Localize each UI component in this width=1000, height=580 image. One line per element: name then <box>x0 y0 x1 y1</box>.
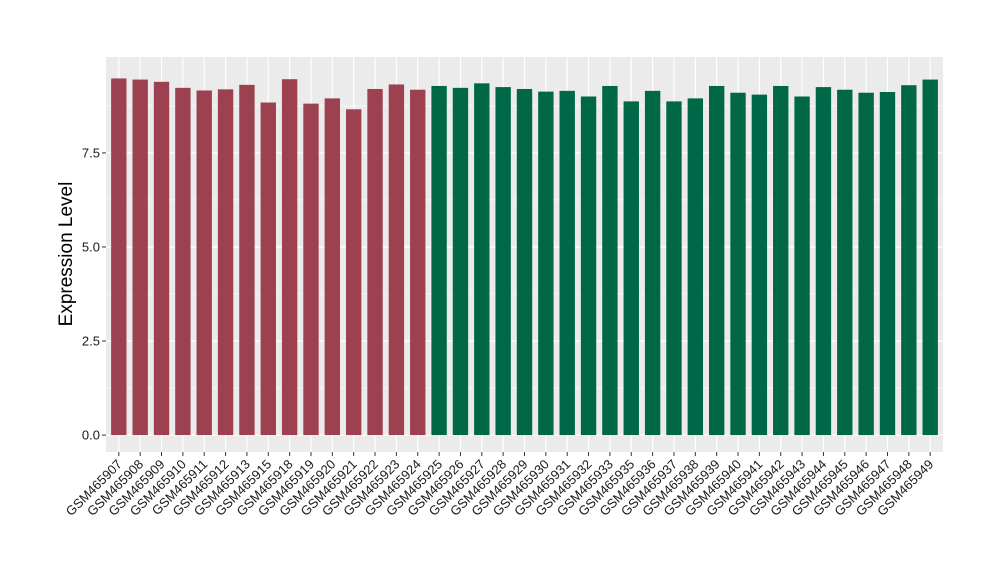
bar-GSM465938 <box>687 98 704 436</box>
bar-GSM465913 <box>239 84 255 436</box>
bar-GSM465946 <box>858 92 874 436</box>
bar-GSM465908 <box>132 79 148 436</box>
bar-GSM465920 <box>324 98 341 436</box>
bar-GSM465909 <box>153 81 170 436</box>
bar-GSM465927 <box>474 83 490 436</box>
bar-GSM465937 <box>666 101 682 436</box>
y-tick-label: 5.0 <box>82 239 100 254</box>
bar-GSM465944 <box>815 87 832 436</box>
bar-GSM465915 <box>260 102 276 436</box>
bar-GSM465910 <box>175 87 191 436</box>
y-tick-label: 2.5 <box>82 334 100 349</box>
bar-GSM465935 <box>623 101 639 436</box>
bar-GSM465932 <box>580 96 597 436</box>
bar-GSM465921 <box>345 109 362 436</box>
bar-GSM465936 <box>644 90 661 436</box>
bar-GSM465907 <box>111 78 127 436</box>
y-axis-ticks <box>102 152 106 436</box>
bar-GSM465919 <box>303 103 319 436</box>
bar-GSM465911 <box>196 90 212 436</box>
bar-GSM465931 <box>559 90 575 436</box>
bar-GSM465923 <box>388 84 405 436</box>
bar-GSM465941 <box>751 94 768 436</box>
y-axis-tick-labels: 0.0 2.5 5.0 7.5 <box>82 145 100 442</box>
bars <box>111 78 938 436</box>
bar-GSM465943 <box>794 96 810 436</box>
bar-GSM465929 <box>516 88 533 436</box>
y-tick-label: 7.5 <box>82 145 100 160</box>
bar-GSM465926 <box>452 87 469 436</box>
bar-GSM465912 <box>217 89 234 436</box>
bar-GSM465939 <box>708 85 725 436</box>
y-axis-title: Expression Level <box>56 182 77 327</box>
bar-GSM465945 <box>837 89 853 436</box>
bar-GSM465928 <box>495 87 511 436</box>
bar-GSM465924 <box>410 89 426 436</box>
bar-GSM465949 <box>922 79 938 436</box>
bar-GSM465942 <box>773 85 789 436</box>
bar-GSM465930 <box>538 91 554 436</box>
bar-GSM465918 <box>281 79 298 436</box>
bar-GSM465940 <box>730 92 746 436</box>
bar-GSM465933 <box>602 85 618 436</box>
bar-GSM465922 <box>367 88 383 436</box>
bar-GSM465925 <box>431 85 447 436</box>
x-axis-tick-labels: GSM465907GSM465908GSM465909GSM465910GSM4… <box>63 457 937 519</box>
y-tick-label: 0.0 <box>82 428 100 443</box>
bar-GSM465947 <box>879 91 896 436</box>
x-axis-ticks <box>118 452 931 456</box>
bar-GSM465948 <box>901 85 917 436</box>
